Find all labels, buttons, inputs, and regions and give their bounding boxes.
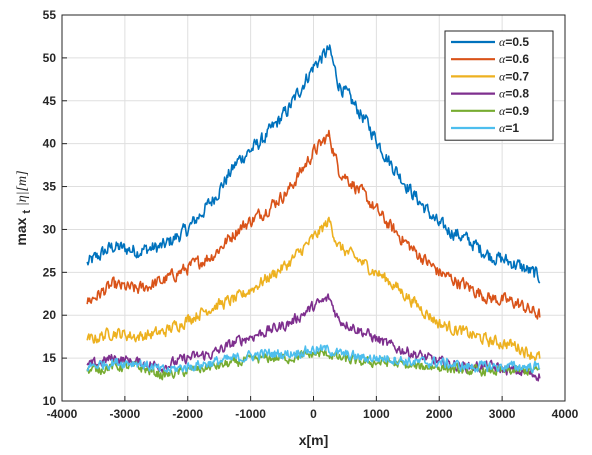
x-tick-label: 2000 [426, 407, 453, 421]
series-line-4 [86, 293, 541, 382]
grid-lines [61, 14, 566, 402]
legend-label: α=0.7 [499, 69, 529, 83]
x-tick-label: -3000 [110, 407, 141, 421]
legend-box [444, 30, 554, 141]
x-axis-label: x[m] [299, 432, 329, 448]
y-axis-label-subscript: t [21, 210, 33, 214]
legend-label: α=1 [499, 121, 519, 135]
y-tick-label: 10 [43, 394, 57, 408]
series-line-3 [86, 216, 541, 362]
y-tick-label: 50 [43, 51, 57, 65]
series-line-2 [86, 129, 541, 320]
series-lines [86, 44, 541, 382]
y-tick-label: 25 [43, 265, 57, 279]
x-tick-label: -4000 [47, 407, 78, 421]
legend-label: α=0.5 [499, 35, 529, 49]
y-tick-label: 55 [43, 8, 57, 22]
x-tick-label: -1000 [235, 407, 266, 421]
series-line-1 [86, 44, 541, 284]
series-line-6 [86, 344, 541, 374]
y-axis-label-main: max [13, 217, 29, 245]
y-axis-ticks: 10 15 20 25 30 35 40 45 50 55 [43, 8, 67, 408]
x-tick-label: -2000 [172, 407, 203, 421]
y-tick-label: 30 [43, 222, 57, 236]
legend: α=0.5 α=0.6 α=0.7 α=0.8 α=0.9 α=1 [444, 30, 554, 141]
x-tick-label: 0 [310, 407, 317, 421]
legend-label: α=0.9 [499, 104, 529, 118]
x-tick-label: 3000 [489, 407, 516, 421]
y-tick-label: 40 [43, 137, 57, 151]
y-axis-label: max t |η|[m] [13, 170, 33, 245]
x-tick-label: 1000 [363, 407, 390, 421]
x-tick-label: 4000 [552, 407, 579, 421]
y-tick-label: 20 [43, 308, 57, 322]
y-axis-label-rest: |η|[m] [15, 170, 30, 206]
legend-label: α=0.6 [499, 52, 529, 66]
y-tick-label: 45 [43, 94, 57, 108]
x-axis-ticks: -4000 -3000 -2000 -1000 0 1000 2000 3000 4000 [47, 396, 579, 421]
y-tick-label: 15 [43, 351, 57, 365]
y-tick-label: 35 [43, 180, 57, 194]
legend-label: α=0.8 [499, 87, 529, 101]
